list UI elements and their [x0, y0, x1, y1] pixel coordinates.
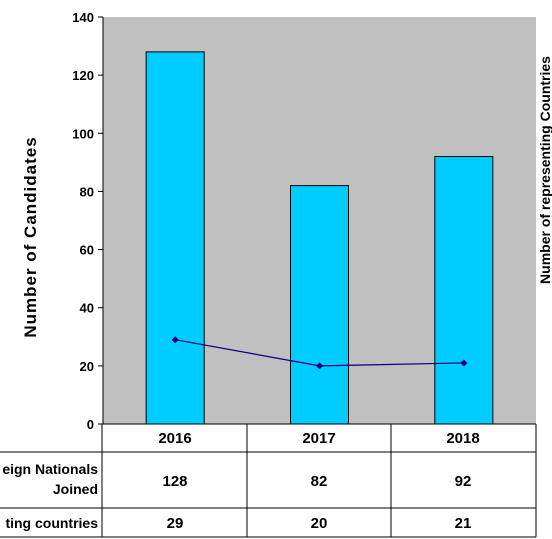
data-table: 2016 2017 2018 eign Nationals Joined tin…	[0, 423, 537, 538]
y-tick-label-20: 20	[80, 359, 94, 374]
y-tick-label-100: 100	[72, 126, 94, 141]
row-label-candidates-line2: Joined	[53, 481, 98, 497]
y-axis-ticks: 0 20 40 60 80 100 120 140	[72, 10, 103, 432]
table-value-candidates-2017: 82	[311, 473, 328, 490]
bar-2017	[290, 185, 349, 425]
y-tick-label-40: 40	[80, 301, 94, 316]
table-value-candidates-2016: 128	[162, 473, 187, 490]
line-point-2018	[460, 359, 468, 367]
y-tick-label-0: 0	[87, 417, 94, 432]
y-tick-label-60: 60	[80, 243, 94, 258]
right-axis-title: Number of representing Countries	[537, 56, 552, 284]
y-axis-title: Number of Candidates	[21, 136, 40, 337]
table-category-2017: 2017	[302, 430, 335, 447]
bar-2018	[434, 156, 494, 425]
table-value-countries-2018: 21	[455, 515, 472, 532]
table-value-candidates-2018: 92	[455, 473, 472, 490]
table-category-2018: 2018	[446, 430, 479, 447]
table-value-countries-2016: 29	[167, 515, 184, 532]
table-category-2016: 2016	[158, 430, 191, 447]
line-point-2017	[316, 362, 323, 370]
line-point-2016	[171, 336, 179, 344]
row-label-countries: ting countries	[5, 515, 98, 531]
bars	[145, 51, 494, 425]
y-tick-label-140: 140	[72, 10, 94, 25]
row-label-candidates-line1: eign Nationals	[2, 461, 98, 477]
y-tick-label-120: 120	[72, 68, 94, 83]
y-tick-label-80: 80	[80, 184, 94, 199]
bar-2016	[145, 51, 205, 425]
table-value-countries-2017: 20	[311, 515, 328, 532]
country-line-series	[171, 336, 468, 370]
